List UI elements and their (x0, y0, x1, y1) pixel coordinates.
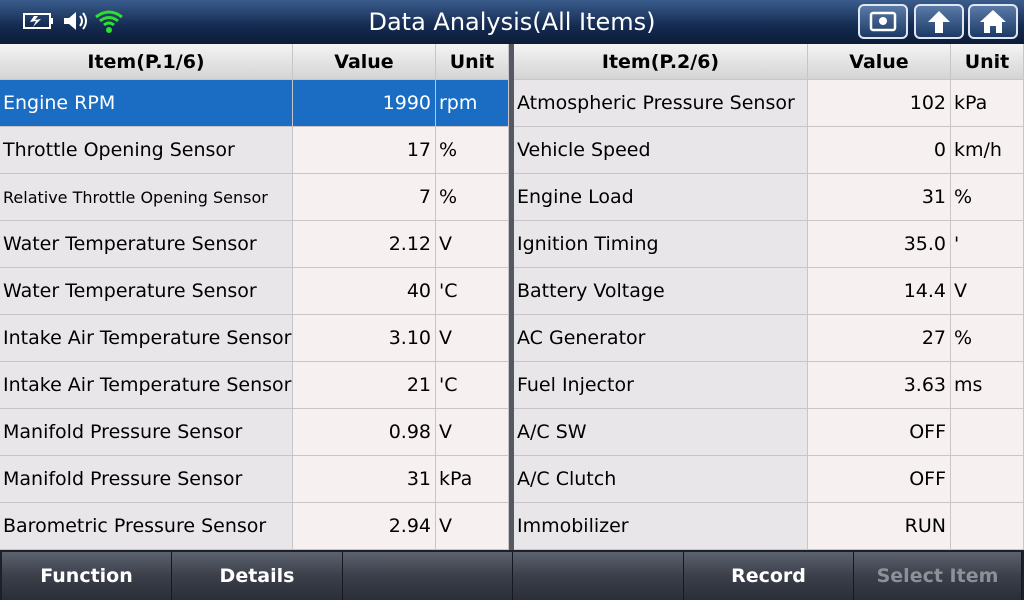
value-cell: 40 (293, 268, 436, 315)
item-cell[interactable]: A/C Clutch (514, 456, 808, 503)
item-cell[interactable]: Throttle Opening Sensor (0, 127, 293, 174)
unit-cell: % (951, 174, 1024, 221)
value-cell: 31 (293, 456, 436, 503)
value-cell: 3.63 (808, 362, 951, 409)
value-cell: RUN (808, 503, 951, 550)
item-cell[interactable]: Barometric Pressure Sensor (0, 503, 293, 550)
unit-cell: % (436, 174, 509, 221)
empty-cell (951, 503, 1024, 550)
item-cell[interactable]: Manifold Pressure Sensor (0, 409, 293, 456)
function-button[interactable]: Function (2, 552, 172, 600)
unit-cell: V (436, 221, 509, 268)
value-cell: 31 (808, 174, 951, 221)
value-cell: 35.0 (808, 221, 951, 268)
details-button[interactable]: Details (172, 552, 343, 600)
value-cell: 0.98 (293, 409, 436, 456)
value-cell: 3.10 (293, 315, 436, 362)
item-cell[interactable]: Manifold Pressure Sensor (0, 456, 293, 503)
unit-cell: V (436, 315, 509, 362)
item-cell[interactable]: AC Generator (514, 315, 808, 362)
value-cell: OFF (808, 456, 951, 503)
unit-cell: V (436, 503, 509, 550)
item-cell[interactable]: Vehicle Speed (514, 127, 808, 174)
value-cell: 14.4 (808, 268, 951, 315)
select-item-button: Select Item (854, 552, 1022, 600)
unit-cell: 'C (436, 268, 509, 315)
column-header: Item(P.1/6) (0, 44, 293, 80)
value-cell: OFF (808, 409, 951, 456)
empty-cell (951, 409, 1024, 456)
value-cell: 2.94 (293, 503, 436, 550)
home-button[interactable] (968, 4, 1018, 39)
item-cell[interactable]: Immobilizer (514, 503, 808, 550)
unit-cell: kPa (436, 456, 509, 503)
back-button[interactable] (914, 4, 964, 39)
title-bar: Data Analysis(All Items) (0, 0, 1024, 44)
item-cell[interactable]: Ignition Timing (514, 221, 808, 268)
value-cell: 21 (293, 362, 436, 409)
unit-cell: ms (951, 362, 1024, 409)
value-cell: 0 (808, 127, 951, 174)
unit-cell: V (951, 268, 1024, 315)
status-icons (23, 10, 123, 33)
column-header: Unit (951, 44, 1024, 80)
screenshot-button[interactable] (858, 4, 908, 39)
unit-cell: rpm (436, 80, 509, 127)
item-cell[interactable]: Engine RPM (0, 80, 293, 127)
column-header: Item(P.2/6) (514, 44, 808, 80)
empty-button (513, 552, 684, 600)
item-cell[interactable]: Engine Load (514, 174, 808, 221)
empty-button (343, 552, 513, 600)
unit-cell: V (436, 409, 509, 456)
unit-cell: % (951, 315, 1024, 362)
value-cell: 7 (293, 174, 436, 221)
record-button[interactable]: Record (684, 552, 854, 600)
item-cell[interactable]: A/C SW (514, 409, 808, 456)
column-header: Value (293, 44, 436, 80)
item-cell[interactable]: Intake Air Temperature Sensor (0, 315, 293, 362)
item-cell[interactable]: Water Temperature Sensor (0, 221, 293, 268)
value-cell: 17 (293, 127, 436, 174)
value-cell: 1990 (293, 80, 436, 127)
item-cell[interactable]: Intake Air Temperature Sensor (0, 362, 293, 409)
screen-title: Data Analysis(All Items) (368, 8, 656, 36)
item-cell[interactable]: Fuel Injector (514, 362, 808, 409)
item-cell[interactable]: Atmospheric Pressure Sensor (514, 80, 808, 127)
value-cell: 27 (808, 315, 951, 362)
button-bar: Function Details Record Select Item (0, 550, 1024, 600)
item-cell[interactable]: Battery Voltage (514, 268, 808, 315)
unit-cell: 'C (436, 362, 509, 409)
column-header: Value (808, 44, 951, 80)
unit-cell: ' (951, 221, 1024, 268)
table-separator (509, 44, 514, 550)
value-cell: 102 (808, 80, 951, 127)
unit-cell: kPa (951, 80, 1024, 127)
item-cell[interactable]: Relative Throttle Opening Sensor (0, 174, 293, 221)
item-cell[interactable]: Water Temperature Sensor (0, 268, 293, 315)
column-header: Unit (436, 44, 509, 80)
value-cell: 2.12 (293, 221, 436, 268)
unit-cell: km/h (951, 127, 1024, 174)
empty-cell (951, 456, 1024, 503)
unit-cell: % (436, 127, 509, 174)
